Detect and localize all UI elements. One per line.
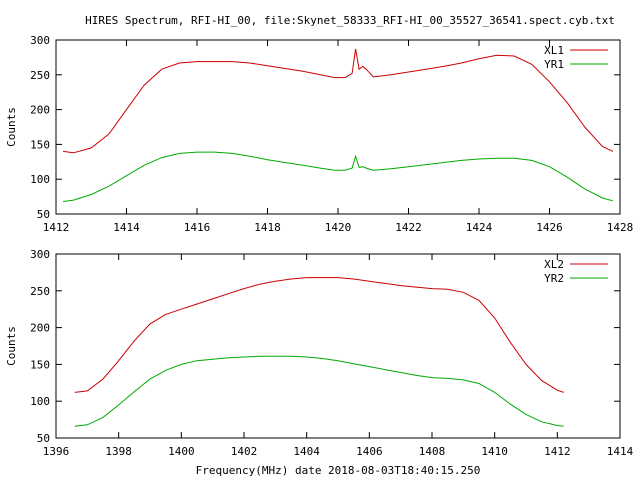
- y-tick-label: 50: [37, 208, 50, 221]
- series-line-yr1: [63, 151, 614, 202]
- y-axis-label: Counts: [5, 326, 18, 366]
- x-tick-label: 1418: [254, 221, 281, 234]
- series-line-yr2: [74, 355, 564, 427]
- x-tick-label: 1414: [113, 221, 140, 234]
- y-tick-label: 300: [30, 248, 50, 261]
- y-tick-label: 250: [30, 285, 50, 298]
- x-tick-label: 1400: [168, 445, 195, 458]
- x-tick-label: 1404: [293, 445, 320, 458]
- x-tick-label: 1428: [607, 221, 634, 234]
- x-tick-label: 1412: [43, 221, 70, 234]
- x-tick-label: 1414: [607, 445, 634, 458]
- x-tick-label: 1398: [105, 445, 132, 458]
- bottom-panel: 1396 1398 1400 1402 1404 1406 1408 1410 1412 1414…: [5, 248, 634, 458]
- legend-label: XL2: [544, 258, 564, 271]
- plot-frame: [55, 253, 621, 439]
- y-tick-label: 250: [30, 69, 50, 82]
- x-axis-label: Frequency(MHz) date 2018-08-03T18:40:15.…: [196, 464, 481, 477]
- legend-label: YR2: [544, 272, 564, 285]
- y-tick-label: 150: [30, 358, 50, 371]
- y-tick-label: 200: [30, 322, 50, 335]
- y-tick-label: 200: [30, 104, 50, 117]
- x-tick-label: 1422: [395, 221, 422, 234]
- top-panel: 1412 1414 1416 1418 1420 1422 1424 1426 1428 50 10…: [5, 34, 633, 234]
- x-tick-label: 1424: [466, 221, 493, 234]
- y-tick-label: 50: [37, 432, 50, 445]
- x-tick-label: 1396: [43, 445, 70, 458]
- x-tick-label: 1408: [419, 445, 446, 458]
- x-tick-label: 1416: [184, 221, 211, 234]
- series-line-xl2: [74, 277, 564, 393]
- legend-label: XL1: [544, 44, 564, 57]
- y-tick-label: 100: [30, 173, 50, 186]
- x-tick-label: 1426: [536, 221, 563, 234]
- y-tick-label: 300: [30, 34, 50, 47]
- figure-title: HIRES Spectrum, RFI-HI_00, file:Skynet_5…: [85, 14, 615, 27]
- y-tick-label: 100: [30, 395, 50, 408]
- x-tick-label: 1410: [481, 445, 508, 458]
- legend-label: YR1: [544, 58, 564, 71]
- series-line-xl1: [63, 48, 614, 154]
- x-tick-label: 1420: [325, 221, 352, 234]
- x-tick-label: 1402: [231, 445, 258, 458]
- y-tick-label: 150: [30, 138, 50, 151]
- x-tick-label: 1406: [356, 445, 383, 458]
- x-tick-label: 1412: [544, 445, 571, 458]
- y-axis-label: Counts: [5, 107, 18, 147]
- plot-frame: [55, 39, 621, 215]
